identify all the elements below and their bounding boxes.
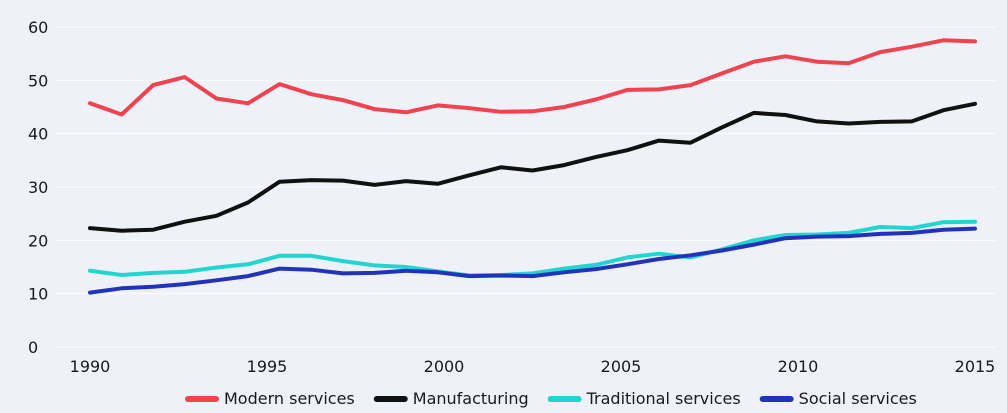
y-tick-label: 40 (28, 125, 48, 144)
series-lines (88, 38, 977, 295)
series-line-modern-services (88, 38, 977, 117)
y-tick-label: 10 (28, 285, 48, 304)
x-tick-label: 2005 (601, 357, 642, 376)
gridlines (55, 26, 995, 348)
y-tick-label: 60 (28, 18, 48, 37)
legend-label: Modern services (224, 389, 355, 408)
legend: Modern services Manufacturing Traditional … (185, 389, 917, 408)
x-tick-label: 2015 (955, 357, 996, 376)
y-tick-label: 50 (28, 71, 48, 90)
legend-label: Traditional services (586, 389, 741, 408)
y-tick-label: 20 (28, 231, 48, 250)
y-axis-ticks: 0 10 20 30 40 50 60 (28, 18, 48, 357)
y-tick-label: 0 (28, 338, 38, 357)
legend-label: Manufacturing (413, 389, 529, 408)
y-tick-label: 30 (28, 178, 48, 197)
x-tick-label: 2010 (778, 357, 819, 376)
legend-label: Social services (799, 389, 917, 408)
x-tick-label: 1990 (70, 357, 111, 376)
x-tick-label: 2000 (424, 357, 465, 376)
series-line-social-services (88, 226, 977, 295)
series-line-manufacturing (88, 101, 977, 233)
series-line-traditional-services (88, 219, 977, 278)
x-tick-label: 1995 (247, 357, 288, 376)
x-axis-ticks: 1990 1995 2000 2005 2010 2015 (70, 357, 996, 376)
